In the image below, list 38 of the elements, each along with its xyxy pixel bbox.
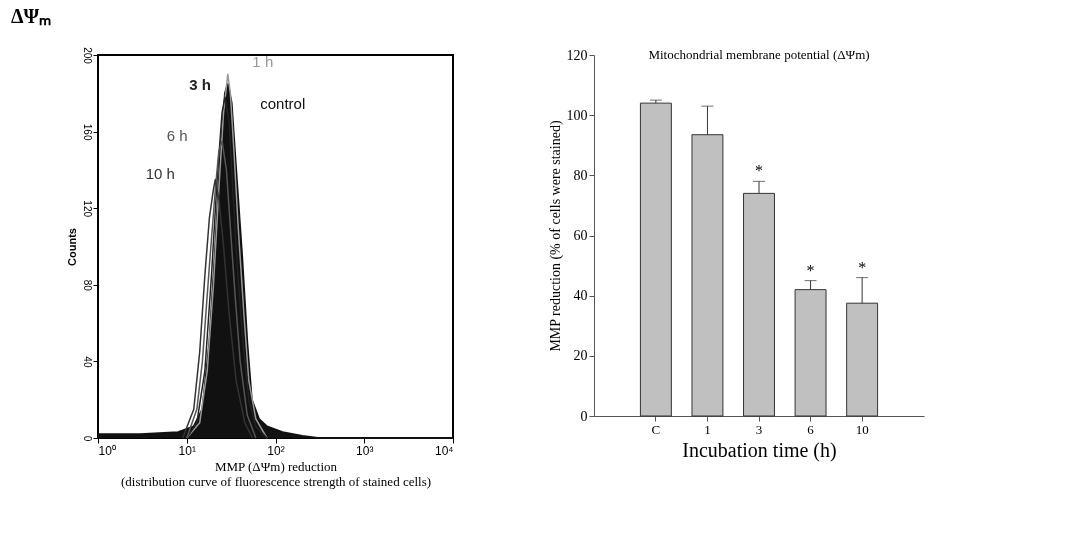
- text: 10 h: [145, 165, 175, 183]
- annotation: *: [858, 258, 867, 276]
- x-tick-label: 10¹: [178, 443, 196, 458]
- y-tick-label: 40: [573, 288, 588, 304]
- y-tick-label: 60: [573, 228, 588, 243]
- annotation: *: [755, 162, 763, 180]
- text: 6 h: [166, 127, 188, 145]
- y-tick-label: 120: [81, 200, 93, 218]
- y-tick-label: 0: [81, 435, 93, 442]
- annotation: *: [806, 261, 815, 279]
- x-tick-label: 10³: [356, 443, 374, 458]
- y-tick-label: 20: [573, 348, 588, 364]
- x-tick-label: 1: [704, 421, 711, 437]
- y-tick-label: 120: [566, 47, 588, 63]
- y-tick-label: 40: [81, 356, 93, 368]
- x-tick-label: 10²: [267, 443, 285, 458]
- y-axis-title: MMP reduction (% of cells were stained): [547, 120, 564, 352]
- series-label: control: [260, 94, 306, 112]
- y-tick-label: 0: [580, 408, 588, 424]
- y-tick-label: 80: [573, 167, 588, 183]
- x-tick-label: 10: [855, 421, 869, 437]
- y-tick-label: 200: [81, 47, 93, 65]
- y-axis-title: Counts: [65, 228, 78, 266]
- series-label: 1 h: [252, 53, 274, 71]
- x-tick-label: C: [651, 421, 661, 437]
- chart-title: Mitochondrial membrane potential (ΔΨm): [648, 47, 870, 62]
- x-tick-label: 10⁴: [434, 443, 454, 458]
- y-tick-label: 160: [81, 123, 93, 141]
- x-axis-title: Incubation time (h): [682, 438, 837, 462]
- series-label: 3 h: [189, 76, 211, 94]
- bar: [639, 102, 672, 417]
- x-tick-label: 3: [755, 421, 763, 437]
- x-tick-label: 6: [807, 421, 815, 437]
- y-tick-label: 80: [81, 279, 93, 292]
- x-tick-label: 10⁰: [98, 443, 116, 458]
- chart-title: ΔΨₘ: [11, 4, 52, 27]
- y-tick-label: 100: [566, 107, 588, 123]
- x-axis-title: MMP (ΔΨm) reduction (distribution curve of fluorescence strength of stained cells): [120, 458, 432, 489]
